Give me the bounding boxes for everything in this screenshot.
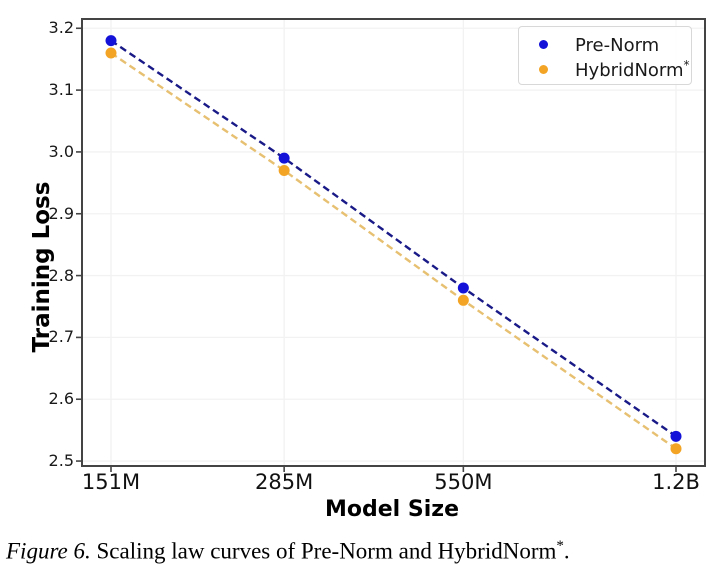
scaling-law-chart: Training Loss Model Size Pre-Norm Hybrid… <box>29 18 706 522</box>
legend: Pre-Norm HybridNorm* <box>518 26 692 85</box>
x-tick-label: 151M <box>81 470 141 494</box>
x-tick-label: 285M <box>255 470 314 494</box>
caption-asterisk: * <box>556 538 564 554</box>
figure-caption: Figure 6. Scaling law curves of Pre-Norm… <box>6 538 718 565</box>
pre-norm-marker-icon <box>539 40 548 49</box>
plot-area <box>76 18 706 472</box>
legend-label-hybridnorm: HybridNorm* <box>575 58 690 81</box>
caption-text: Scaling law curves of Pre-Norm and Hybri… <box>90 538 557 564</box>
legend-label-pre-norm: Pre-Norm <box>575 35 660 56</box>
y-tick-label: 3.0 <box>48 141 74 161</box>
y-tick-label: 2.5 <box>48 451 74 471</box>
y-tick-label: 3.1 <box>48 80 74 100</box>
y-tick-label: 2.6 <box>48 389 74 409</box>
y-tick-label: 2.7 <box>48 327 74 347</box>
caption-figure-number: Figure 6. <box>6 538 91 564</box>
legend-item-pre-norm: Pre-Norm <box>519 32 691 57</box>
y-tick-label: 2.9 <box>48 203 74 223</box>
x-tick-label: 1.2B <box>652 470 700 494</box>
x-axis-label: Model Size <box>325 497 459 522</box>
y-tick-label: 3.2 <box>48 18 74 38</box>
caption-period: . <box>563 538 570 564</box>
legend-item-hybridnorm: HybridNorm* <box>519 57 691 82</box>
x-tick-label: 550M <box>434 470 493 494</box>
y-tick-label: 2.8 <box>48 265 74 285</box>
hybridnorm-marker-icon <box>539 65 548 74</box>
